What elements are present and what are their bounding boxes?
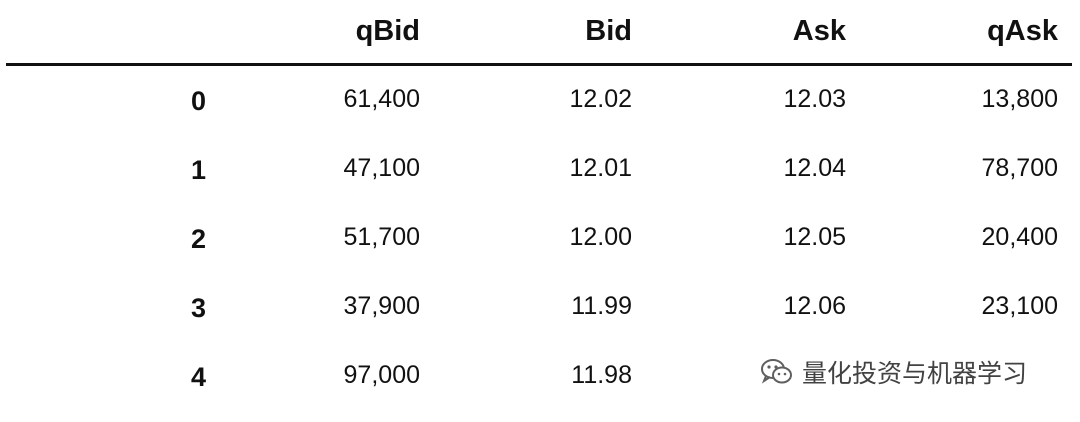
cell-bid: 12.00: [569, 223, 632, 251]
watermark-text: 量化投资与机器学习: [802, 360, 1028, 388]
cell-qbid: 51,700: [343, 223, 420, 251]
row-index: 0: [190, 86, 206, 116]
cell-ask: 12.03: [783, 85, 846, 113]
row-index: 1: [190, 155, 206, 185]
cell-qask: 13,800: [981, 85, 1058, 113]
watermark: 量化投资与机器学习: [760, 352, 1027, 392]
cell-qask: 23,100: [981, 292, 1058, 320]
cell-ask: 12.05: [783, 223, 846, 251]
cell-qask: 78,700: [981, 154, 1058, 182]
column-header-qask: qAsk: [987, 15, 1058, 47]
column-header-bid: Bid: [585, 15, 632, 47]
cell-bid: 12.02: [569, 85, 632, 113]
cell-ask: 12.06: [783, 292, 846, 320]
row-index: 3: [190, 293, 206, 323]
table-header: qBid Bid Ask qAsk: [0, 0, 1080, 64]
cell-qbid: 61,400: [343, 85, 420, 113]
row-index: 4: [190, 362, 206, 392]
wechat-icon: [760, 357, 794, 387]
cell-bid: 11.98: [571, 361, 632, 389]
cell-bid: 11.99: [571, 292, 632, 320]
cell-bid: 12.01: [569, 154, 632, 182]
cell-qbid: 37,900: [343, 292, 420, 320]
row-index: 2: [190, 224, 206, 254]
column-header-qbid: qBid: [355, 15, 420, 47]
cell-qbid: 97,000: [343, 361, 420, 389]
column-header-ask: Ask: [792, 15, 846, 47]
cell-qask: 20,400: [981, 223, 1058, 251]
cell-qbid: 47,100: [343, 154, 420, 182]
cell-ask: 12.04: [783, 154, 846, 182]
header-divider: [6, 63, 1072, 66]
